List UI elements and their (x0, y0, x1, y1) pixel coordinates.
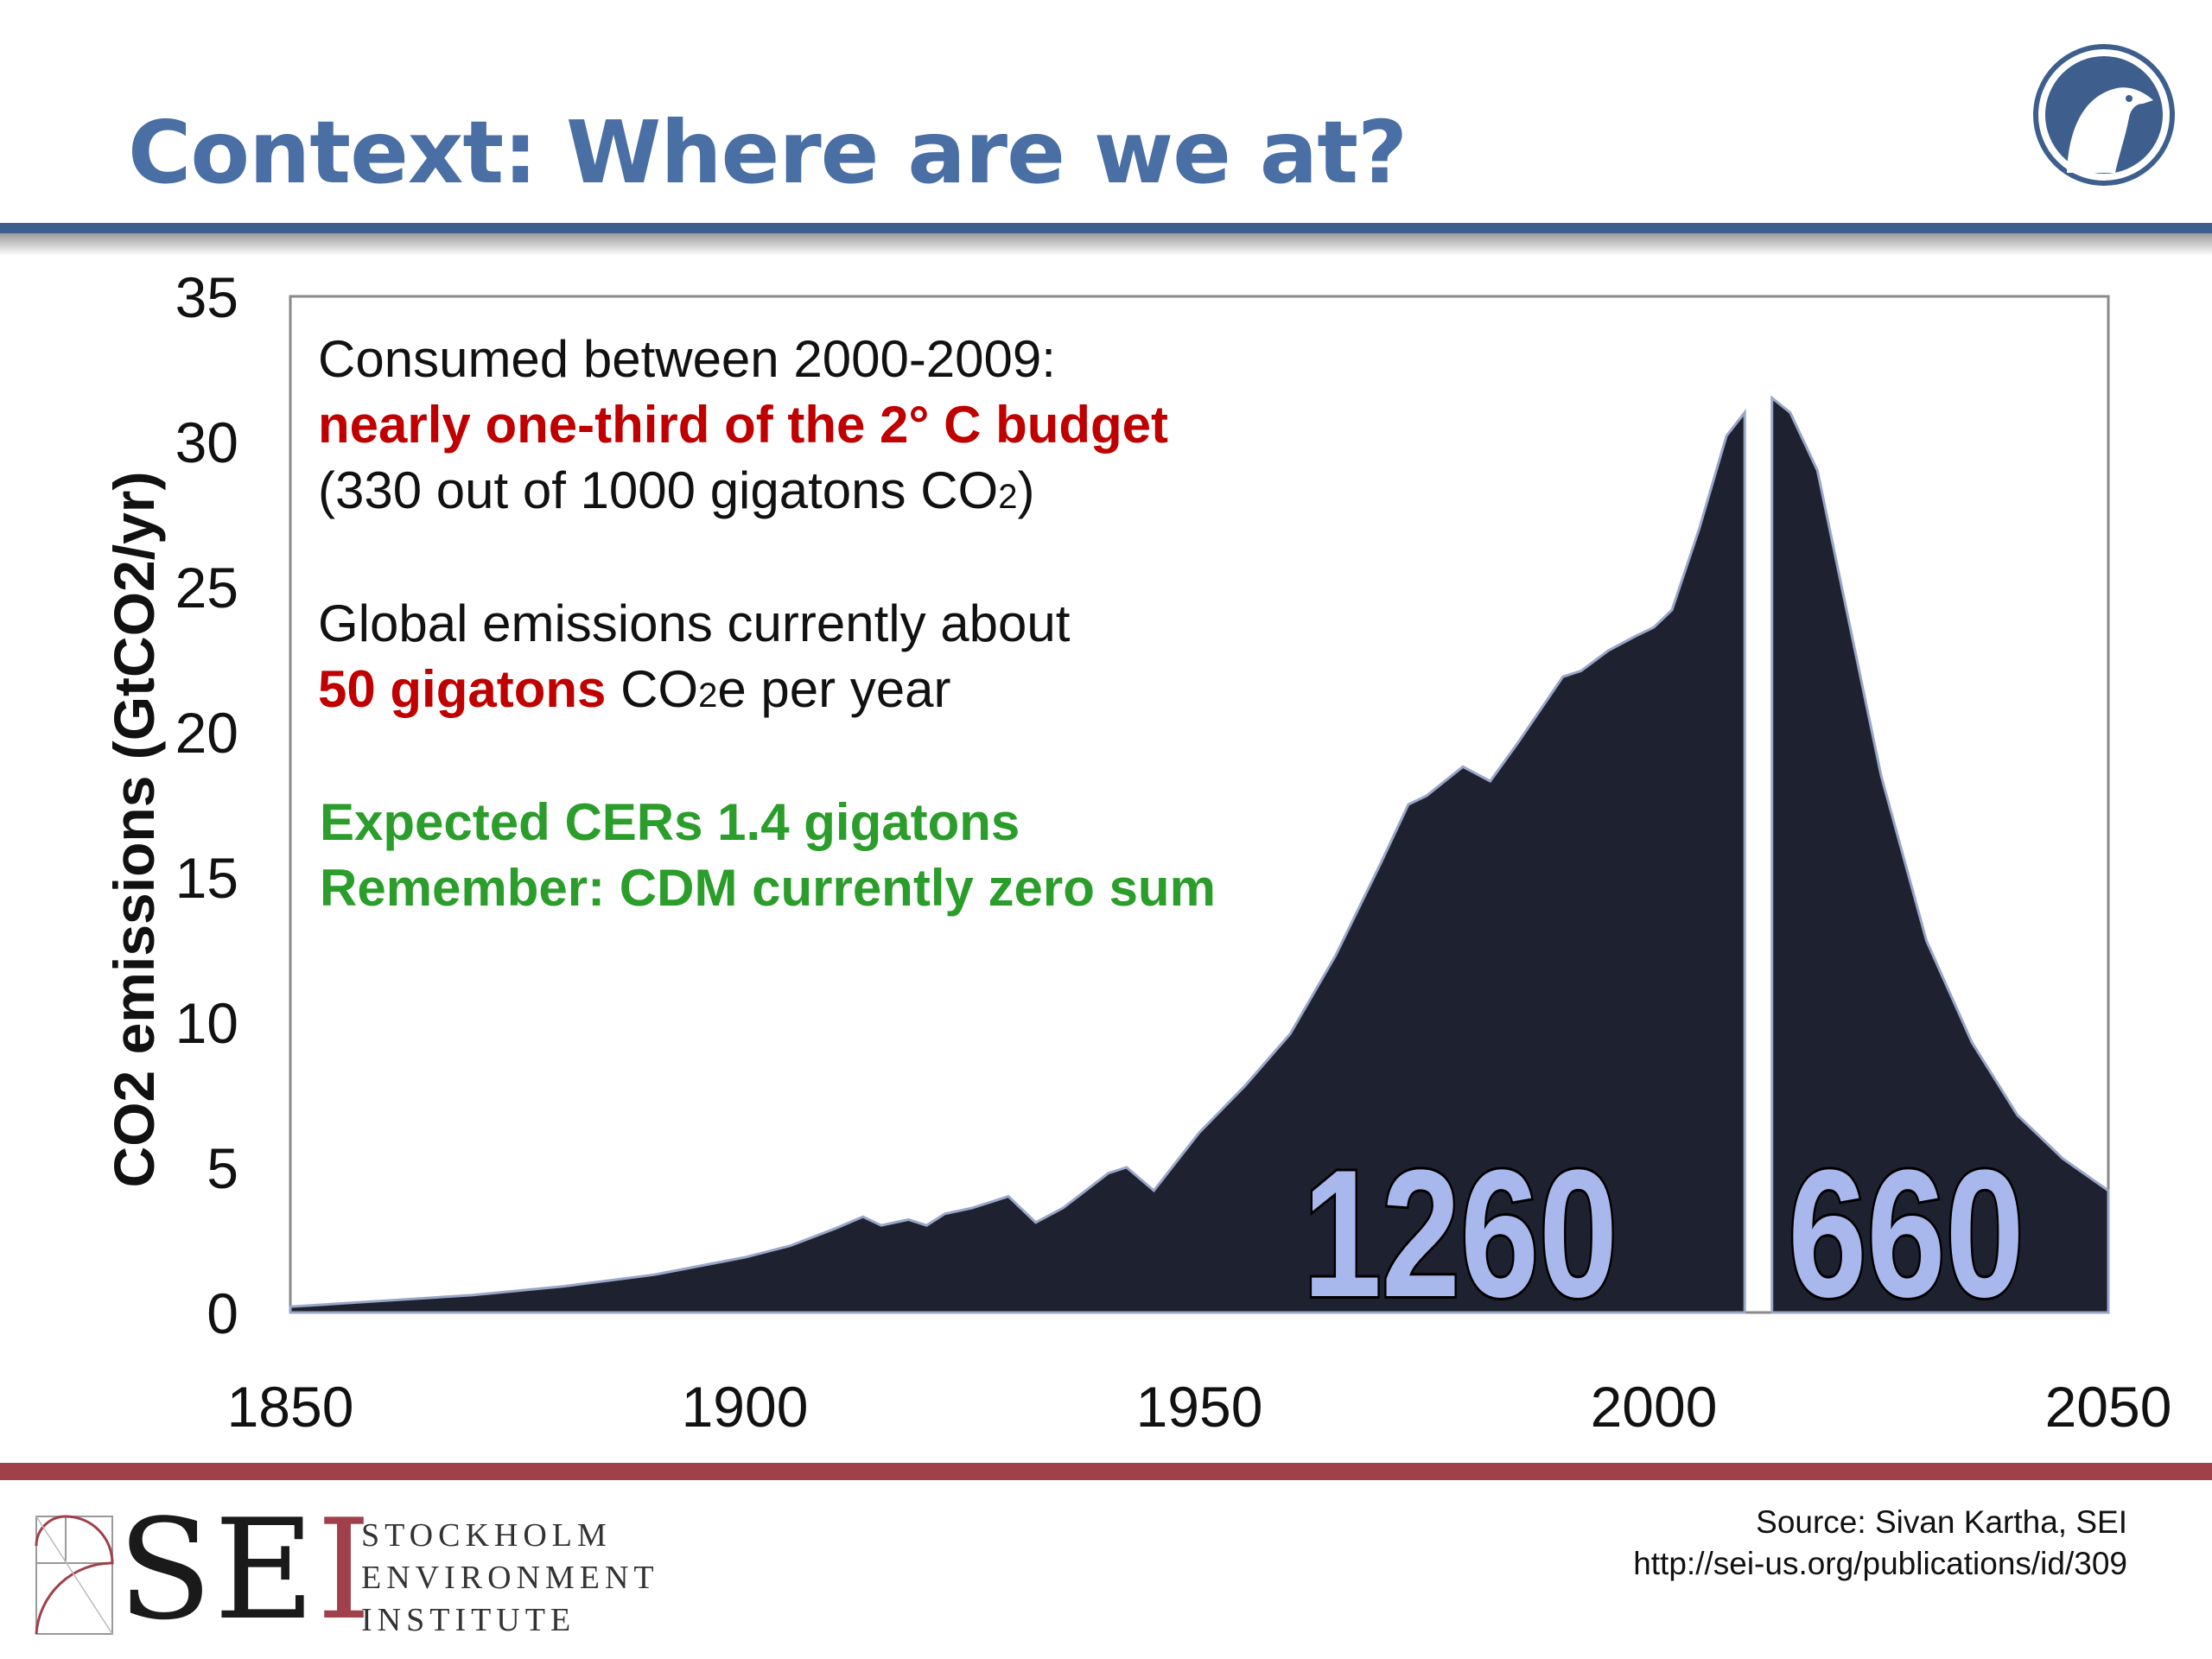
y-tick-label: 10 (175, 991, 238, 1055)
source-citation: Source: Sivan Kartha, SEI http://sei-us.… (1633, 1502, 2127, 1585)
bird-head-circle-icon (2033, 44, 2175, 186)
golden-ratio-spiral-icon (35, 1515, 114, 1635)
slide-title: Context: Where are we at? (128, 102, 1408, 203)
x-tick-label: 1950 (1136, 1375, 1263, 1439)
x-tick-label: 1900 (682, 1375, 809, 1439)
y-tick-label: 15 (175, 846, 238, 910)
note-expected-cers: Expected CERs 1.4 gigatons (320, 793, 1020, 851)
remaining-budget-area (1770, 395, 2110, 1314)
historical-emissions-area (289, 409, 1746, 1314)
source-author: Source: Sivan Kartha, SEI (1756, 1504, 2127, 1540)
x-tick-label: 1850 (227, 1375, 354, 1439)
x-tick-label: 2000 (1591, 1375, 1718, 1439)
sei-wordmark: SEI (118, 1489, 373, 1650)
title-divider-shadow (0, 233, 2212, 256)
note-50-gigatons: 50 gigatons CO2e per year (318, 660, 951, 718)
note-consumed: Consumed between 2000-2009: (318, 330, 1056, 388)
historical-total-label: 1260 (1303, 1132, 1618, 1334)
y-tick-label: 25 (175, 556, 238, 620)
x-tick-label: 2050 (2045, 1375, 2172, 1439)
emissions-chart: 0 5 10 15 20 25 30 35 1850 1900 1950 2000 2050 1260… (175, 265, 2172, 1439)
y-tick-label: 20 (175, 701, 238, 765)
note-330-of-1000: (330 out of 1000 gigatons CO2) (318, 461, 1035, 519)
footer-divider-bar (0, 1463, 2212, 1480)
y-tick-label: 30 (175, 410, 238, 474)
note-cdm-zero-sum: Remember: CDM currently zero sum (320, 859, 1216, 917)
y-tick-label: 0 (207, 1281, 238, 1345)
y-tick-label: 35 (175, 265, 238, 329)
sei-logo: SEI STOCKHOLM ENVIRONMENT INSTITUTE (35, 1501, 691, 1639)
note-one-third: nearly one-third of the 2° C budget (318, 396, 1169, 454)
note-global-emissions: Global emissions currently about (318, 594, 1071, 652)
remaining-total-label: 660 (1788, 1132, 2024, 1334)
y-tick-label: 5 (207, 1136, 238, 1200)
sei-org-name: STOCKHOLM ENVIRONMENT INSTITUTE (361, 1517, 659, 1638)
source-url[interactable]: http://sei-us.org/publications/id/309 (1633, 1546, 2127, 1581)
title-divider-bar (0, 223, 2212, 233)
